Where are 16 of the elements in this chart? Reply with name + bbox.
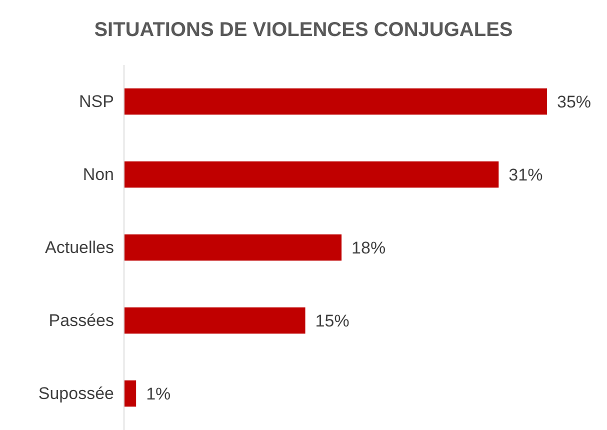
data-label: 18% [352,238,386,258]
bar [124,161,499,188]
bar [124,234,342,261]
y-tick-label: Supossée [38,384,114,403]
y-tick-label: Actuelles [45,238,114,257]
chart-title: SITUATIONS DE VIOLENCES CONJUGALES [94,19,513,41]
bar [124,88,547,115]
bar [124,307,306,334]
data-label: 15% [315,311,350,330]
y-tick-label: NSP [79,92,114,111]
y-tick-label: Passées [48,310,114,330]
data-label: 31% [508,165,543,184]
data-label: 1% [146,384,171,404]
bar [124,380,136,407]
data-label: 35% [557,92,592,112]
y-tick-label: Non [82,164,114,184]
